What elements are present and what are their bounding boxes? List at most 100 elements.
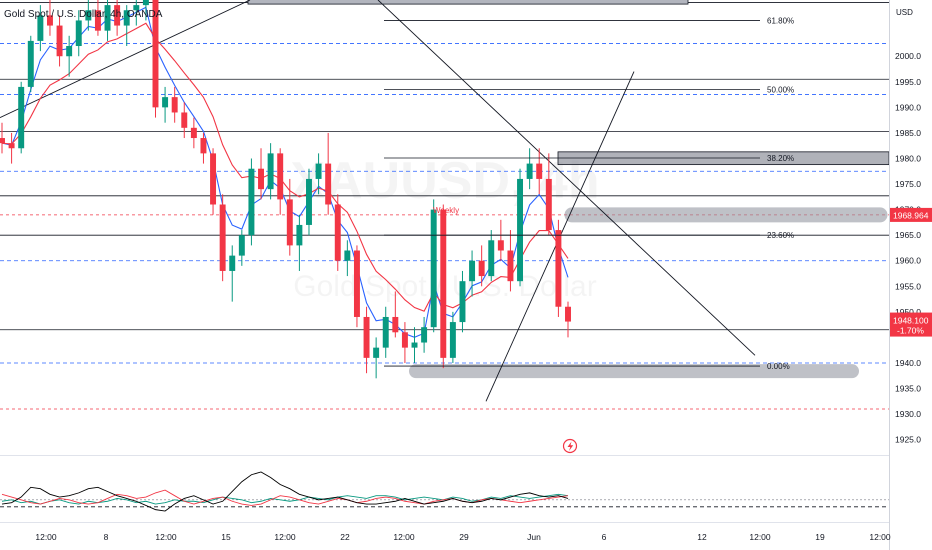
price-tick-label: 1935.0 — [895, 384, 921, 394]
ema-slow-line — [1, 22, 569, 312]
candle — [526, 148, 533, 190]
candle-body — [152, 0, 159, 108]
candle-body — [440, 209, 447, 358]
top-resistance-zone — [247, 0, 689, 5]
candle-body — [478, 260, 485, 277]
time-tick-label: 12:00 — [35, 532, 57, 542]
fib-level-label: 38.20% — [767, 154, 794, 163]
candle — [267, 143, 274, 200]
candle-body — [315, 163, 322, 179]
price-tick-label: 1925.0 — [895, 435, 921, 445]
candle-body — [114, 5, 121, 26]
candle — [334, 194, 341, 271]
candle-body — [200, 138, 207, 154]
symbol-title: Gold Spot / U.S. Dollar, 4h, OANDA — [4, 9, 163, 20]
candle — [536, 148, 543, 195]
candle-body — [37, 15, 44, 41]
candle — [449, 311, 456, 363]
candle — [478, 245, 485, 287]
candle-body — [334, 204, 341, 261]
candle-body — [469, 260, 476, 282]
candle-body — [555, 230, 562, 307]
candle — [248, 158, 255, 246]
price-tick-label: 2000.0 — [895, 51, 921, 61]
candle — [229, 245, 236, 302]
candle-body — [181, 112, 188, 128]
oscillator-line1 — [1, 471, 569, 512]
candle-body — [56, 25, 63, 57]
candle-body — [210, 153, 217, 205]
price-tags: 1968.964 1948.100-1.70% — [890, 207, 932, 337]
candle-body — [507, 250, 514, 282]
candle-body — [526, 163, 533, 179]
candle-body — [190, 127, 197, 139]
candle-body — [325, 163, 332, 205]
time-tick-label: 6 — [602, 532, 607, 542]
candle — [363, 306, 370, 374]
time-axis[interactable]: 12:00 8 12:00 15 12:00 22 12:00 29 Jun 6 12 12:00 19… — [35, 532, 891, 542]
fib-level-label: 23.60% — [767, 231, 794, 240]
candle-body — [229, 255, 236, 271]
candle — [306, 168, 312, 236]
trend-line-falling — [377, 0, 756, 356]
candle-body — [238, 235, 245, 256]
candle — [27, 35, 34, 93]
time-tick-label: 12:00 — [749, 532, 771, 542]
candle — [66, 35, 73, 77]
candle-body — [85, 10, 92, 21]
watermark-ticker: XAUUSD, 4h — [290, 152, 599, 210]
price-tick-label: 1995.0 — [895, 77, 921, 87]
candle — [507, 230, 514, 292]
candle-body — [459, 281, 466, 323]
price-tick-label: 1980.0 — [895, 153, 921, 163]
candle — [219, 194, 226, 282]
candle-body — [94, 10, 101, 31]
candle-body — [363, 316, 370, 358]
fib-level-label: 50.00% — [767, 85, 794, 94]
candle — [497, 219, 504, 261]
candle-body — [373, 347, 380, 358]
candle — [517, 168, 524, 287]
oscillator-line3 — [1, 493, 569, 505]
candle — [430, 199, 437, 333]
candle — [277, 148, 284, 215]
candle-body — [401, 332, 408, 348]
candle — [258, 148, 264, 200]
candle-body — [8, 143, 15, 149]
price-axis-bg — [889, 0, 932, 550]
candle-body — [353, 250, 360, 317]
candle — [392, 291, 399, 338]
candle — [555, 219, 562, 317]
candle — [353, 245, 360, 328]
candle — [200, 132, 207, 164]
time-tick-label: 15 — [221, 532, 231, 542]
time-tick-label: Jun — [527, 532, 541, 542]
price-tag-label: 1948.100 — [893, 316, 929, 326]
candle-body — [306, 178, 312, 225]
time-tick-label: 8 — [104, 532, 109, 542]
candle-body — [392, 316, 399, 333]
candle-body — [488, 240, 495, 277]
candle-body — [296, 224, 303, 246]
candle-body — [18, 86, 25, 149]
candle-body — [382, 316, 389, 348]
candle — [181, 102, 188, 139]
candle — [373, 337, 380, 379]
candle-body — [497, 240, 504, 251]
time-tick-label: 12:00 — [155, 532, 177, 542]
fib-level-label: 61.80% — [767, 16, 794, 25]
candle — [162, 86, 169, 123]
candle — [123, 5, 130, 47]
candle-body — [430, 209, 437, 328]
candle-body — [536, 163, 543, 179]
price-axis-currency: USD — [896, 8, 913, 17]
candle — [8, 132, 15, 164]
candle — [18, 81, 25, 154]
price-tag-label: 1968.964 — [893, 210, 929, 220]
lightning-icon[interactable] — [562, 438, 578, 454]
candle-body — [286, 199, 293, 246]
candle-body — [27, 40, 34, 87]
weekly-label: Weekly — [433, 206, 459, 215]
candle — [344, 240, 351, 277]
